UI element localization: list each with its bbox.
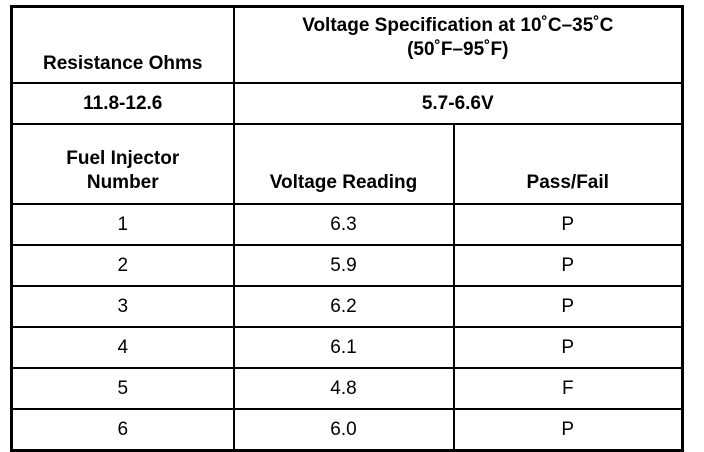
injector-header-line1: Fuel Injector: [66, 148, 180, 169]
voltage-reading-cell: 4.8: [232, 367, 455, 410]
resistance-value: 11.8-12.6: [10, 82, 235, 125]
injector-number-cell: 1: [10, 203, 235, 246]
injector-number-cell: 4: [10, 326, 235, 369]
voltage-reading-cell: 6.0: [232, 408, 455, 452]
pass-fail-cell: P: [452, 285, 684, 328]
table-row: 2 5.9 P: [10, 244, 684, 287]
pass-fail-cell: P: [452, 203, 684, 246]
voltage-reading-cell: 6.1: [232, 326, 455, 369]
voltage-reading-cell: 6.3: [232, 203, 455, 246]
voltage-reading-cell: 5.9: [232, 244, 455, 287]
injector-number-cell: 3: [10, 285, 235, 328]
injector-number-header: Fuel Injector Number: [10, 123, 235, 205]
pass-fail-cell: P: [452, 244, 684, 287]
pass-fail-cell: F: [452, 367, 684, 410]
table-row: 5 4.8 F: [10, 367, 684, 410]
pass-fail-header: Pass/Fail: [452, 123, 684, 205]
voltage-reading-cell: 6.2: [232, 285, 455, 328]
injector-number-cell: 5: [10, 367, 235, 410]
table-row: 6 6.0 P: [10, 408, 684, 452]
voltage-spec-value: 5.7-6.6V: [232, 82, 684, 125]
injector-voltage-table: Resistance Ohms Voltage Specification at…: [10, 5, 684, 452]
voltage-spec-line2: (50˚F–95˚F): [407, 39, 509, 60]
voltage-reading-header: Voltage Reading: [232, 123, 455, 205]
table-row: 4 6.1 P: [10, 326, 684, 369]
injector-header-line2: Number: [86, 172, 159, 193]
table-row: 3 6.2 P: [10, 285, 684, 328]
resistance-header: Resistance Ohms: [10, 5, 235, 84]
table-row: 1 6.3 P: [10, 203, 684, 246]
pass-fail-cell: P: [452, 408, 684, 452]
voltage-spec-header: Voltage Specification at 10˚C–35˚C (50˚F…: [232, 5, 684, 84]
resistance-label: Resistance Ohms: [43, 53, 203, 74]
injector-number-cell: 2: [10, 244, 235, 287]
voltage-spec-line1: Voltage Specification at 10˚C–35˚C: [302, 15, 614, 36]
pass-fail-cell: P: [452, 326, 684, 369]
injector-number-cell: 6: [10, 408, 235, 452]
